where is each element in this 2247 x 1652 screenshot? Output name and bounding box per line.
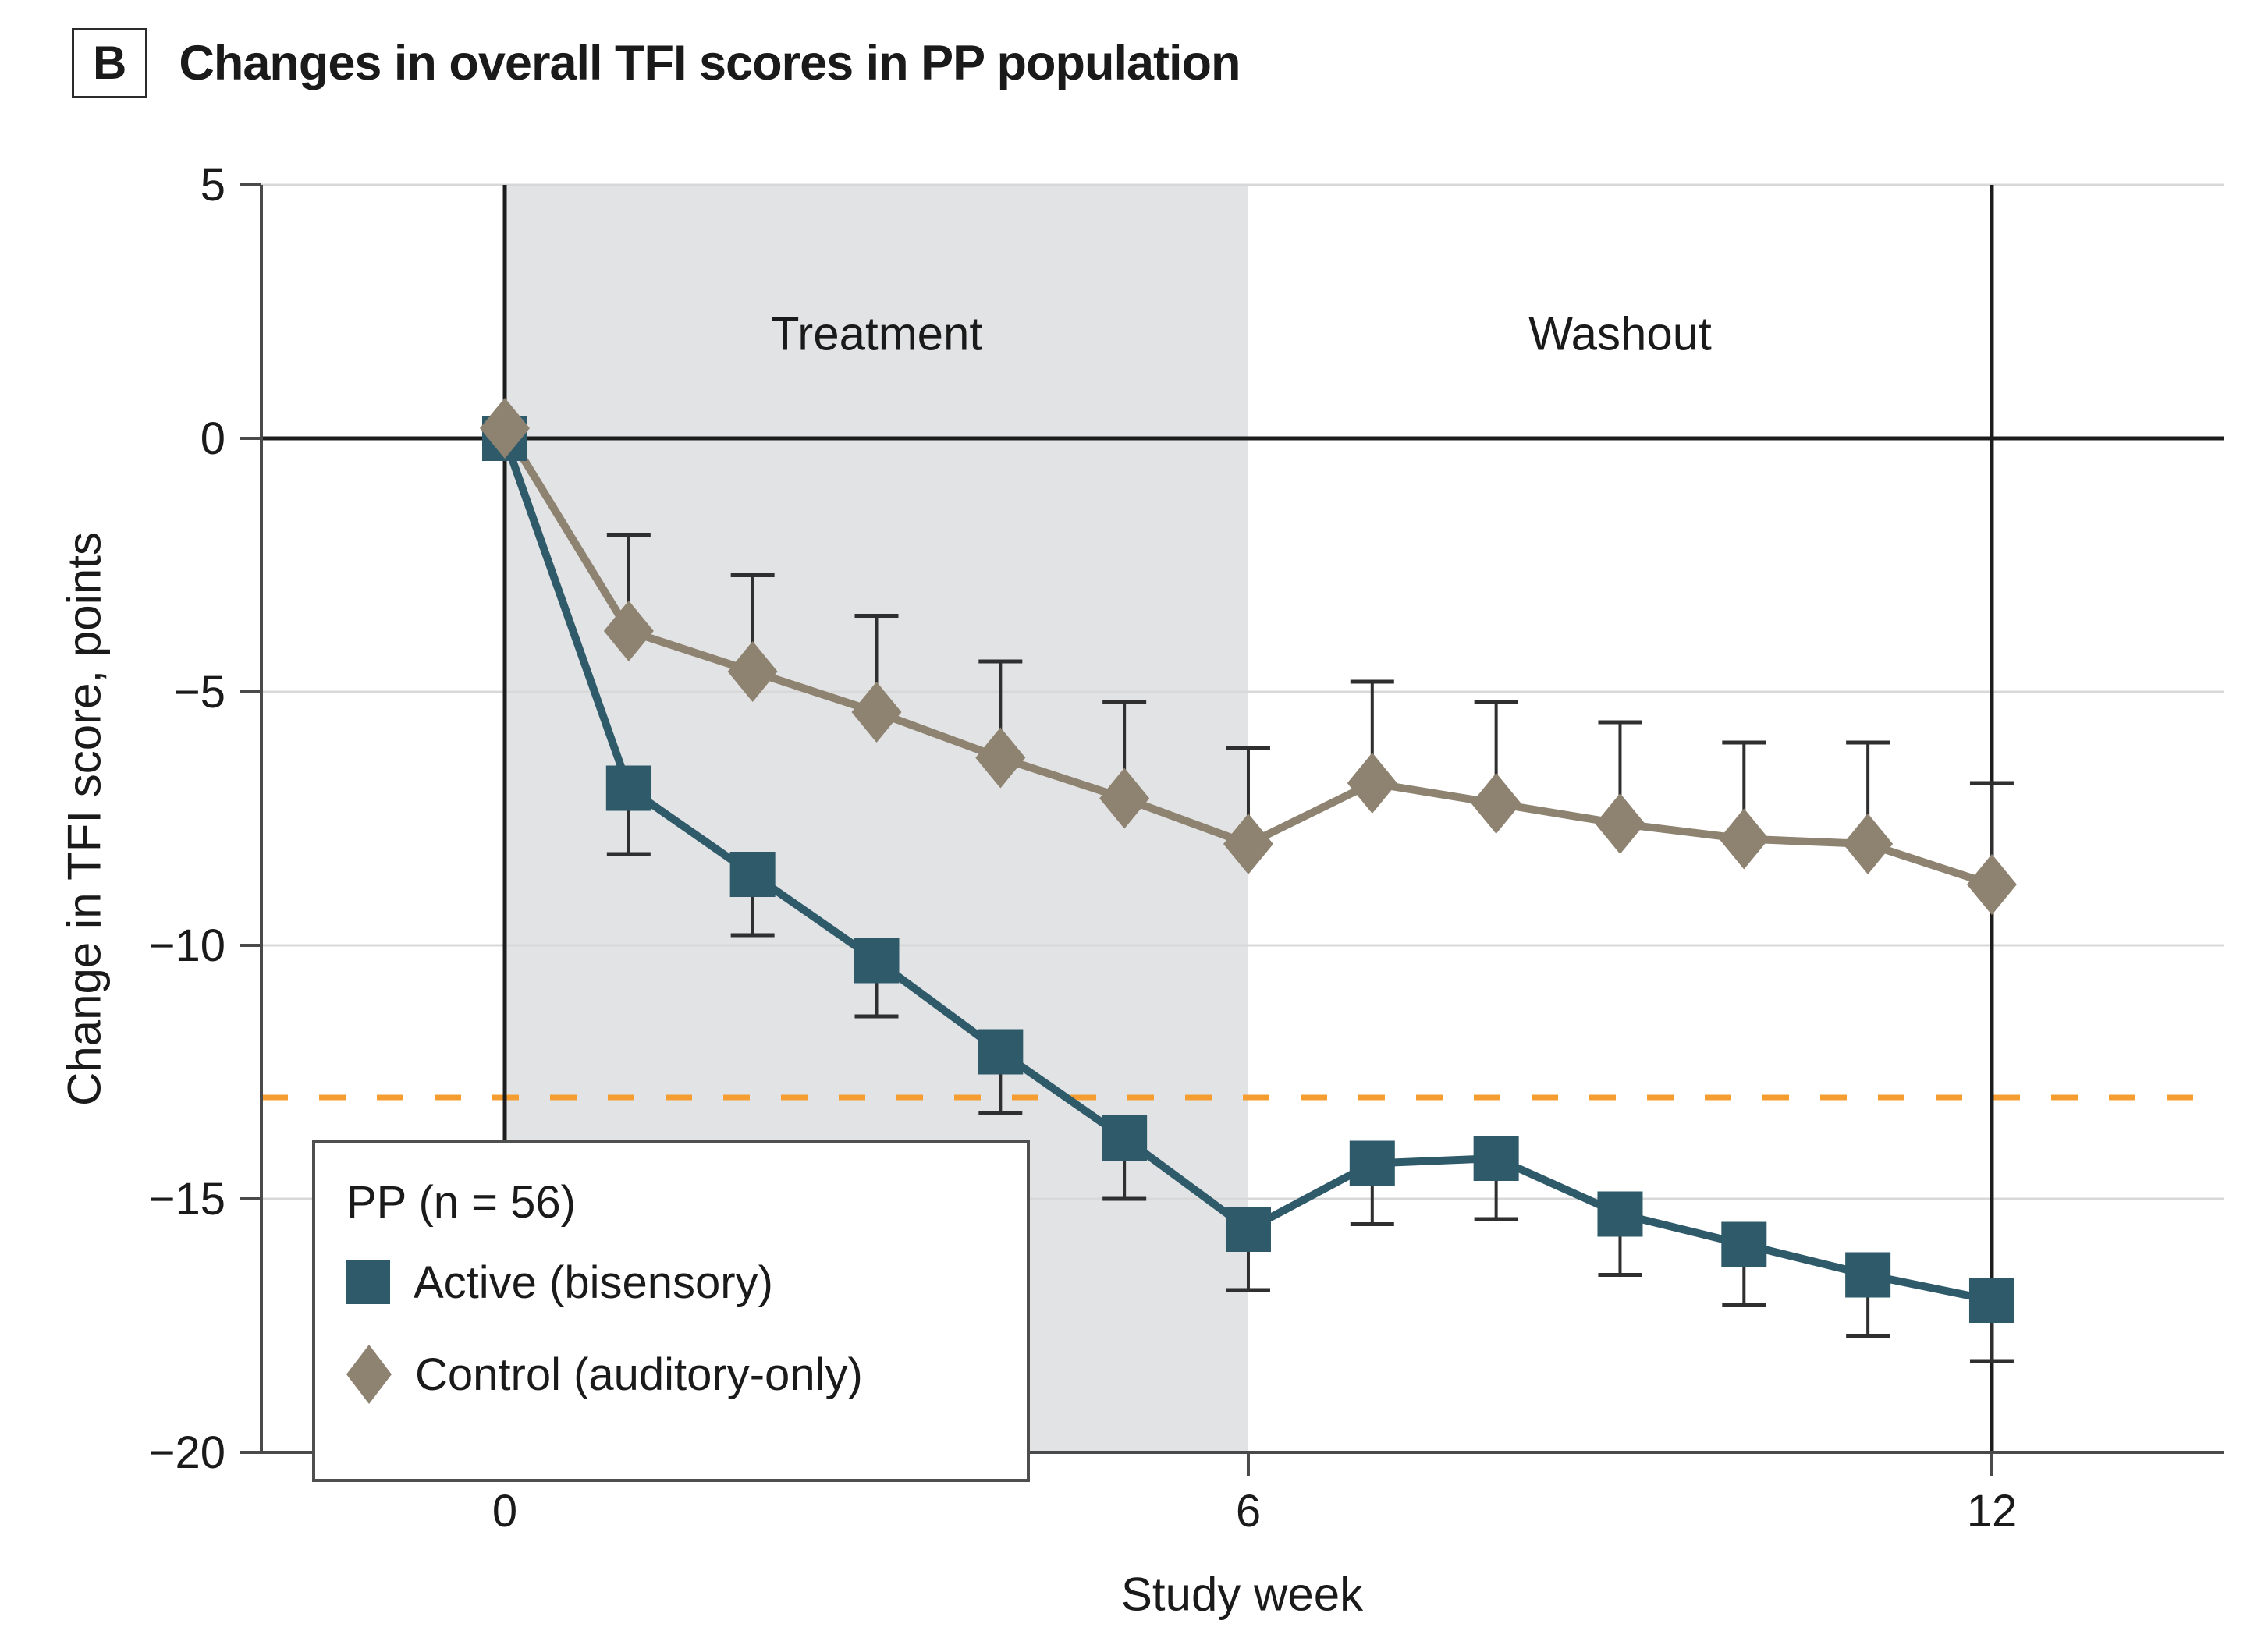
data-point-control-week-9 bbox=[1595, 793, 1645, 854]
data-point-active-week-2 bbox=[729, 852, 776, 897]
data-point-active-week-7 bbox=[1349, 1140, 1395, 1186]
data-point-control-week-5 bbox=[1099, 768, 1150, 829]
panel-header: B Changes in overall TFI scores in PP po… bbox=[72, 28, 1241, 98]
washout-region-label: Washout bbox=[1528, 307, 1712, 360]
data-point-active-week-11 bbox=[1845, 1252, 1891, 1298]
y-tick-label-0: 0 bbox=[201, 413, 225, 464]
data-point-control-week-2 bbox=[727, 641, 778, 702]
x-axis-title: Study week bbox=[1120, 1568, 1364, 1621]
panel-letter-badge: B bbox=[72, 28, 148, 98]
control-diamond-swatch-icon bbox=[346, 1345, 392, 1404]
data-point-active-week-1 bbox=[605, 765, 651, 811]
data-point-control-week-7 bbox=[1347, 753, 1397, 814]
data-point-control-week-1 bbox=[603, 601, 654, 661]
y-axis-title: Change in TFI score, points bbox=[58, 532, 111, 1106]
y-tick-label--20: −20 bbox=[149, 1427, 225, 1478]
treatment-region-label: Treatment bbox=[770, 307, 983, 360]
x-tick-label-6: 6 bbox=[1236, 1486, 1261, 1537]
x-tick-label-0: 0 bbox=[492, 1486, 517, 1537]
data-point-control-week-6 bbox=[1223, 814, 1273, 874]
y-tick-label--15: −15 bbox=[149, 1174, 225, 1225]
legend-label-active: Active (bisensory) bbox=[414, 1257, 773, 1308]
legend-heading: PP (n = 56) bbox=[346, 1177, 576, 1228]
y-tick-label--10: −10 bbox=[149, 920, 225, 971]
data-point-active-week-9 bbox=[1597, 1191, 1643, 1237]
data-point-active-week-10 bbox=[1721, 1221, 1767, 1267]
data-point-active-week-12 bbox=[1968, 1278, 2014, 1323]
legend-item-control: Control (auditory-only) bbox=[346, 1334, 1027, 1415]
data-point-control-week-3 bbox=[851, 682, 902, 743]
x-tick-label-12: 12 bbox=[1967, 1486, 2018, 1537]
data-point-active-week-6 bbox=[1225, 1207, 1271, 1252]
legend-box: PP (n = 56) Active (bisensory) Control (… bbox=[312, 1140, 1030, 1482]
y-tick-label-5: 5 bbox=[201, 160, 225, 211]
legend-label-control: Control (auditory-only) bbox=[415, 1349, 863, 1400]
chart-title: Changes in overall TFI scores in PP popu… bbox=[179, 36, 1241, 90]
active-square-swatch-icon bbox=[346, 1260, 390, 1304]
data-point-control-week-10 bbox=[1719, 808, 1770, 870]
legend-item-active: Active (bisensory) bbox=[346, 1242, 1027, 1323]
data-point-active-week-3 bbox=[854, 938, 900, 984]
data-point-active-week-4 bbox=[978, 1029, 1024, 1075]
data-point-active-week-5 bbox=[1102, 1115, 1148, 1161]
data-point-control-week-12 bbox=[1966, 854, 2017, 915]
data-point-control-week-0 bbox=[480, 398, 530, 459]
data-point-control-week-11 bbox=[1843, 814, 1894, 874]
data-point-control-week-8 bbox=[1471, 773, 1521, 834]
y-tick-label--5: −5 bbox=[174, 667, 225, 718]
data-point-control-week-4 bbox=[975, 727, 1026, 789]
data-point-active-week-8 bbox=[1473, 1136, 1519, 1181]
